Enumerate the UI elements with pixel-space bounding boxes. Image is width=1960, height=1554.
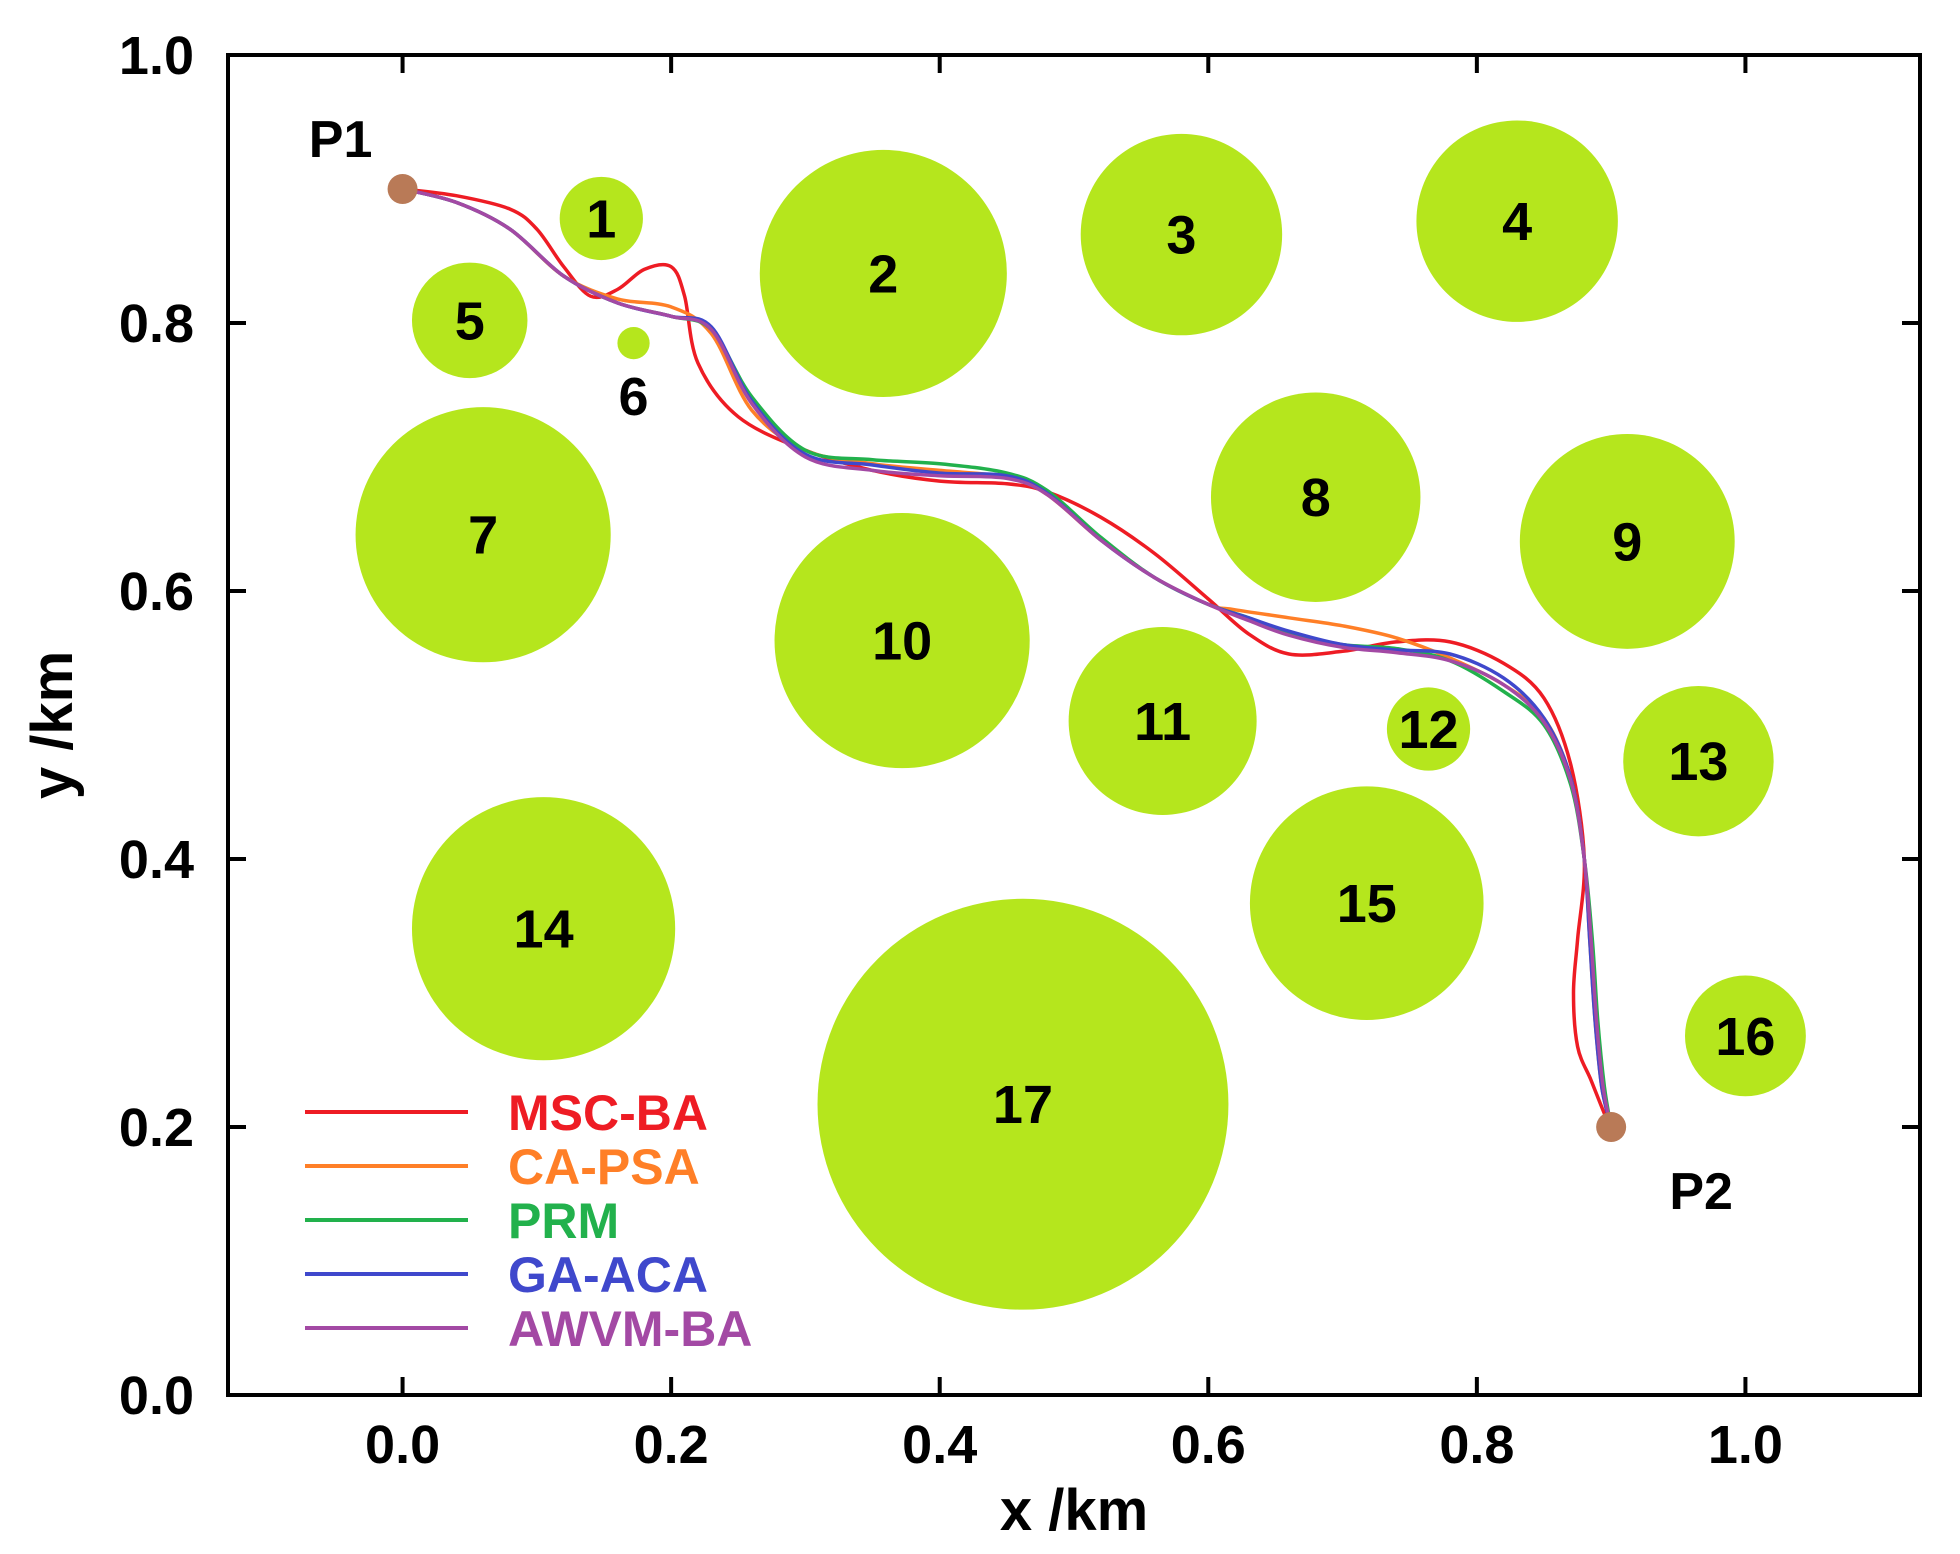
legend-label-awvm-ba: AWVM-BA (508, 1301, 752, 1357)
obstacle-label-1: 1 (586, 189, 616, 249)
x-tick-label: 0.2 (634, 1415, 709, 1475)
point-p1 (387, 174, 418, 204)
obstacle-1 (559, 176, 643, 261)
legend-label-ca-psa: CA-PSA (508, 1139, 700, 1195)
x-tick-label: 0.6 (1171, 1415, 1246, 1475)
y-tick-label: 0.4 (119, 830, 194, 890)
obstacle-14 (411, 797, 676, 1061)
obstacle-11 (1068, 626, 1257, 815)
x-tick-label: 1.0 (1708, 1415, 1783, 1475)
obstacle-2 (759, 149, 1007, 397)
waypoints: P1 P2 (309, 111, 1733, 1221)
obstacle-4 (1416, 120, 1618, 322)
obstacle-3 (1080, 133, 1283, 336)
obstacle-16 (1685, 975, 1806, 1097)
obstacle-13 (1623, 685, 1774, 837)
obstacle-label-11: 11 (1134, 692, 1191, 752)
path-msc-ba (400, 187, 1613, 1129)
x-tick-label: 0.4 (902, 1415, 977, 1475)
obstacle-8 (1210, 392, 1421, 602)
obstacle-label-8: 8 (1301, 468, 1331, 528)
obstacle-15 (1249, 786, 1484, 1021)
obstacle-label-9: 9 (1612, 512, 1642, 572)
obstacle-label-12: 12 (1398, 700, 1458, 760)
obstacle-label-10: 10 (872, 612, 932, 672)
obstacle-7 (355, 407, 611, 663)
path-awvm-ba (400, 187, 1613, 1129)
obstacle-5 (411, 262, 528, 379)
y-tick-label: 0.2 (119, 1098, 194, 1158)
obstacle-label-3: 3 (1166, 206, 1196, 266)
obstacle-label-7: 7 (468, 506, 498, 566)
point-p2 (1596, 1112, 1627, 1142)
obstacle-label-5: 5 (455, 291, 485, 351)
legend-label-msc-ba: MSC-BA (508, 1085, 708, 1141)
y-tick-label: 1.0 (119, 26, 194, 86)
obstacle-label-4: 4 (1502, 192, 1532, 252)
legend-label-prm: PRM (508, 1193, 619, 1249)
obstacle-10 (774, 513, 1030, 769)
obstacle-6 (617, 326, 650, 360)
obstacle-label-17: 17 (993, 1075, 1053, 1135)
obstacle-12 (1386, 687, 1471, 771)
legend-label-ga-aca: GA-ACA (508, 1247, 708, 1303)
obstacle-label-15: 15 (1337, 874, 1397, 934)
y-tick-label: 0.6 (119, 562, 194, 622)
obstacle-label-16: 16 (1715, 1007, 1775, 1067)
obstacle-label-2: 2 (868, 244, 898, 304)
y-tick-label: 0.8 (119, 294, 194, 354)
plot-frame (226, 53, 1922, 1397)
point-label-p2: P2 (1669, 1163, 1733, 1221)
x-axis-label: x /km (1000, 1478, 1148, 1543)
y-tick-label: 0.0 (119, 1366, 194, 1426)
x-tick-label: 0.8 (1439, 1415, 1514, 1475)
obstacle-9 (1519, 433, 1735, 649)
y-axis-label: y /km (20, 651, 85, 799)
x-tick-label: 0.0 (365, 1415, 440, 1475)
obstacle-label-13: 13 (1668, 732, 1728, 792)
axes: 0.0 0.2 0.4 0.6 0.8 1.0 0.0 0.2 0.4 0.6 0.8 1.0 (119, 26, 1922, 1475)
obstacle-label-6: 6 (619, 367, 649, 427)
point-label-p1: P1 (309, 111, 373, 169)
obstacle-17 (817, 898, 1229, 1310)
paths (400, 187, 1613, 1129)
obstacle-label-14: 14 (514, 900, 574, 960)
